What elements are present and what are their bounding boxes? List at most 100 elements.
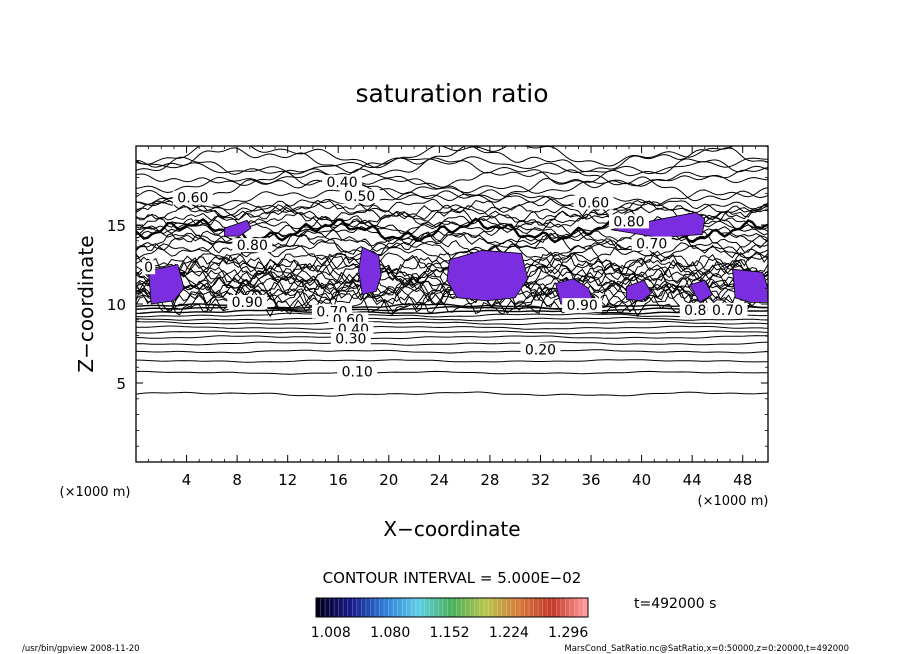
- contour-label-bg-14: [562, 298, 603, 313]
- x-tick-label-5: 24: [430, 471, 449, 489]
- colorbar-cell: [356, 598, 362, 617]
- contour-line: [136, 199, 768, 221]
- colorbar-cell: [538, 598, 543, 617]
- contour-label-17: 0.70: [636, 237, 667, 253]
- colorbar-cell: [334, 598, 339, 617]
- colorbar-cell: [533, 598, 539, 617]
- colorbar-cell: [488, 598, 494, 617]
- contour-line: [136, 391, 768, 397]
- supersaturated-region-1: [224, 219, 252, 237]
- colorbar-cell: [497, 598, 503, 617]
- supersaturated-region-7: [689, 279, 713, 303]
- colorbar-cell: [361, 598, 367, 617]
- contour-label-0: 0: [144, 260, 153, 276]
- colorbar-tick-label-2: 1.152: [429, 625, 469, 641]
- colorbar-cell: [551, 598, 557, 617]
- colorbar-cell: [465, 598, 471, 617]
- colorbar-frame: [315, 597, 589, 618]
- colorbar-cell: [574, 598, 580, 617]
- colorbar-cell: [424, 598, 430, 617]
- contour-labels: 00.600.400.500.800.900.700.600.400.300.2…: [142, 174, 748, 381]
- contour-line: [136, 335, 768, 340]
- contour-line: [136, 182, 768, 207]
- x-tick-label-7: 32: [531, 471, 550, 489]
- colorbar-cell: [492, 598, 498, 617]
- contour-label-10: 0.20: [525, 342, 556, 358]
- contour-label-bg-0: [142, 260, 156, 275]
- supersaturated-region-8: [732, 268, 768, 303]
- contour-line: [136, 189, 768, 213]
- contour-label-13: 0.80: [613, 214, 644, 230]
- colorbar-cell: [456, 598, 462, 617]
- colorbar-cell: [529, 598, 534, 617]
- contour-label-5: 0.90: [232, 295, 263, 311]
- colorbar-cell: [370, 598, 376, 617]
- contour-label-bg-3: [339, 189, 380, 204]
- colorbar-cell: [343, 598, 349, 617]
- contour-label-bg-13: [608, 214, 649, 229]
- contour-label-bg-5: [227, 295, 268, 309]
- contour-line: [136, 370, 768, 375]
- contour-line: [136, 156, 768, 175]
- contour-line: [136, 167, 768, 188]
- contour-line: [136, 309, 768, 315]
- contour-line: [136, 320, 768, 325]
- x-axis-ticks: 4 8 12 16 20 24 28 32 36 40 44 48: [148, 146, 756, 489]
- contour-line: [136, 242, 768, 262]
- colorbar-cell: [515, 598, 521, 617]
- colorbar-cell: [461, 598, 466, 617]
- x-axis-unit-right: (×1000 m): [698, 494, 769, 509]
- contour-line: [136, 197, 768, 216]
- contour-line: [136, 316, 768, 322]
- x-axis-unit-left: (×1000 m): [60, 485, 131, 500]
- contour-label-bg-16: [707, 302, 748, 317]
- colorbar-cell: [483, 598, 489, 617]
- colorbar-cell: [506, 598, 512, 617]
- contour-label-bg-1: [172, 190, 213, 205]
- supersaturated-region-0: [148, 264, 185, 305]
- contour-line: [136, 175, 768, 204]
- contour-label-bg-9: [330, 331, 371, 346]
- colorbar-cell: [474, 598, 480, 617]
- contour-label-2: 0.40: [326, 175, 357, 191]
- contour-line: [136, 330, 768, 335]
- colorbar-cell: [402, 598, 407, 617]
- contour-label-bg-4: [232, 238, 273, 253]
- plot-content: 00.600.400.500.800.900.700.600.400.300.2…: [136, 146, 768, 462]
- y-tick-label-2: 15: [107, 217, 126, 235]
- x-tick-label-1: 8: [232, 471, 242, 489]
- contour-line: [136, 325, 768, 330]
- colorbar-cell: [452, 598, 457, 617]
- time-stamp: t=492000 s: [634, 596, 716, 612]
- contour-label-bg-11: [337, 364, 378, 379]
- colorbar-cell: [406, 598, 412, 617]
- supersaturated-region-3: [446, 249, 529, 302]
- colorbar-cell: [411, 598, 417, 617]
- colorbar-cell: [442, 598, 448, 617]
- contour-line: [136, 170, 768, 194]
- contour-label-bg-2: [322, 174, 363, 189]
- contour-label-3: 0.50: [344, 189, 375, 205]
- contour-line: [136, 349, 768, 354]
- colorbar: [315, 598, 589, 617]
- x-tick-label-2: 12: [278, 471, 297, 489]
- colorbar-cell: [565, 598, 571, 617]
- colorbar-cell: [338, 598, 344, 617]
- footer-source: MarsCond_SatRatio.nc@SatRatio,x=0:50000,…: [564, 644, 849, 654]
- contour-label-bg-12: [573, 195, 614, 210]
- colorbar-cell: [347, 598, 353, 617]
- x-axis-label: X−coordinate: [383, 517, 520, 541]
- colorbar-cell: [578, 598, 584, 617]
- supersaturation-regions: [148, 211, 768, 307]
- contour-line: [136, 286, 768, 318]
- colorbar-cell: [325, 598, 330, 617]
- colorbar-cell: [352, 598, 358, 617]
- contour-label-9: 0.30: [335, 331, 366, 347]
- x-tick-label-10: 44: [683, 471, 702, 489]
- y-tick-label-1: 10: [107, 296, 126, 314]
- colorbar-cell: [524, 598, 530, 617]
- colorbar-cell: [415, 598, 421, 617]
- colorbar-tick-label-4: 1.296: [548, 625, 588, 641]
- colorbar-cell: [433, 598, 439, 617]
